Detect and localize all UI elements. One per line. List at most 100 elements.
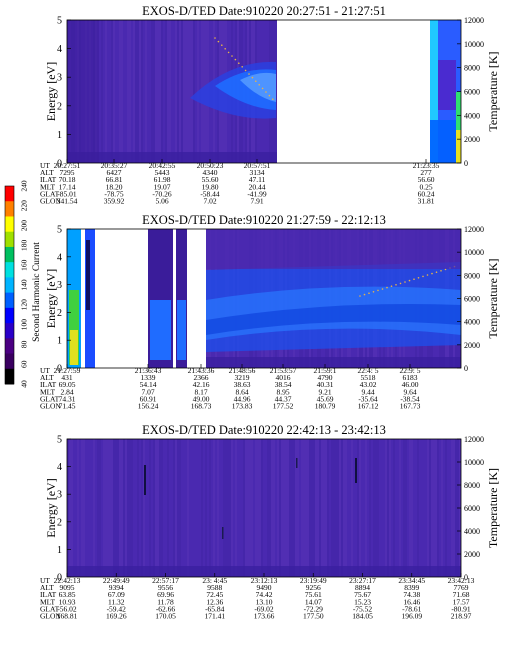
orbit-value: 47.11 <box>249 175 266 184</box>
orbit-value: 4340 <box>203 168 218 177</box>
orbit-row-label: UT <box>40 161 50 170</box>
orbit-value: 75.67 <box>354 590 371 599</box>
temperature-tick-label: 6000 <box>464 88 480 97</box>
orbit-value: 156.24 <box>138 402 159 411</box>
orbit-value: 7769 <box>454 583 469 592</box>
colorbar-segment <box>5 307 14 324</box>
orbit-value: 44.96 <box>234 394 251 403</box>
orbit-value: 23:27:17 <box>349 576 376 585</box>
orbit-value: 20:57:51 <box>244 161 271 170</box>
orbit-value: 70.18 <box>59 175 76 184</box>
orbit-value: -62.66 <box>156 604 176 613</box>
orbit-value: 40.31 <box>317 380 334 389</box>
orbit-value: 9095 <box>60 583 75 592</box>
orbit-value: 173.83 <box>232 402 253 411</box>
spectrogram-panel-2: EXOS-D/TED Date:910220 21:27:59 - 22:12:… <box>40 213 500 411</box>
orbit-value: 8.95 <box>276 387 289 396</box>
colorbar-tick-label: 60 <box>20 360 29 368</box>
orbit-value: 1339 <box>141 373 156 382</box>
orbit-value: 38.54 <box>275 380 292 389</box>
panel-title: EXOS-D/TED Date:910220 20:27:51 - 21:27:… <box>142 4 386 18</box>
colorbar-segment <box>5 338 14 355</box>
orbit-value: 3134 <box>250 168 265 177</box>
energy-tick-label: 2 <box>57 308 62 319</box>
orbit-value: 71.68 <box>453 590 470 599</box>
energy-tick-label: 3 <box>57 73 62 84</box>
orbit-value: 9.64 <box>403 387 416 396</box>
colorbar-segment <box>5 201 14 217</box>
orbit-value: -85.01 <box>57 189 77 198</box>
orbit-value: 5518 <box>361 373 376 382</box>
orbit-value: 10.93 <box>59 597 76 606</box>
orbit-value: 2366 <box>194 373 209 382</box>
orbit-value: -78.61 <box>402 604 422 613</box>
data-gap <box>95 229 148 368</box>
orbit-value: 4016 <box>276 373 291 382</box>
temperature-axis-label: Temperature [K] <box>486 258 500 338</box>
orbit-value: 22:49:49 <box>103 576 130 585</box>
orbit-value: 9.44 <box>361 387 374 396</box>
orbit-value: 21:23:35 <box>413 161 440 170</box>
orbit-value: 55.60 <box>202 175 219 184</box>
energy-axis-label: Energy [eV] <box>44 478 58 537</box>
colorbar-tick-label: 160 <box>20 259 29 271</box>
orbit-value: 169.26 <box>106 612 127 621</box>
orbit-row-label: ALT <box>40 583 54 592</box>
orbit-value: -35.64 <box>358 394 378 403</box>
orbit-value: 21:36:43 <box>135 366 162 375</box>
temperature-tick-label: 12000 <box>464 225 484 234</box>
colorbar-frame <box>4 185 15 385</box>
colorbar-label: Second Harmonic Current <box>32 242 42 342</box>
orbit-row-label: GLAT <box>40 189 60 198</box>
energy-tick-label: 0 <box>57 364 62 375</box>
energy-tick-label: 2 <box>57 517 62 528</box>
orbit-value: 277 <box>420 168 432 177</box>
orbit-value: 359.92 <box>104 197 125 206</box>
orbit-value: 177.52 <box>273 402 294 411</box>
orbit-value: 21:59:1 <box>314 366 337 375</box>
colorbar-tick-label: 140 <box>20 279 29 291</box>
orbit-value: 45.69 <box>317 394 334 403</box>
orbit-value: 74.42 <box>256 590 273 599</box>
orbit-value: 69.05 <box>59 380 76 389</box>
temperature-tick-label: 10000 <box>464 248 484 257</box>
orbit-value: 7.91 <box>250 197 263 206</box>
orbit-value: 21:43:36 <box>188 366 215 375</box>
energy-tick-label: 3 <box>57 280 62 291</box>
orbit-value: 54.14 <box>140 380 157 389</box>
colorbar-tick-label: 220 <box>20 200 29 212</box>
colorbar-segment <box>5 323 14 339</box>
orbit-value: 167.73 <box>400 402 421 411</box>
orbit-row-label: MLT <box>40 387 56 396</box>
orbit-row-label: GLON <box>40 197 61 206</box>
orbit-value: 74.38 <box>403 590 420 599</box>
orbit-value: 67.09 <box>108 590 125 599</box>
orbit-value: 431 <box>61 373 73 382</box>
orbit-value: 5.06 <box>155 197 168 206</box>
orbit-value: 20:27:51 <box>54 161 81 170</box>
orbit-value: 22:9: 5 <box>399 366 420 375</box>
orbit-row-label: UT <box>40 576 50 585</box>
orbit-value: 9588 <box>207 583 222 592</box>
colorbar-tick-label: 40 <box>20 380 29 388</box>
orbit-value: 20:42:55 <box>149 161 176 170</box>
data-gap <box>277 20 430 163</box>
panel-title: EXOS-D/TED Date:910220 21:27:59 - 22:12:… <box>142 213 386 227</box>
temperature-tick-label: 6000 <box>464 504 480 513</box>
colorbar-segment <box>5 277 14 294</box>
orbit-value: -38.54 <box>400 394 420 403</box>
energy-axis-label: Energy [eV] <box>44 62 58 121</box>
orbit-value: 56.60 <box>418 175 435 184</box>
orbit-value: 218.97 <box>451 612 472 621</box>
orbit-value: 75.61 <box>305 590 322 599</box>
colorbar-segment <box>5 246 14 263</box>
spectrogram-panel-1: EXOS-D/TED Date:910220 20:27:51 - 21:27:… <box>40 4 500 206</box>
energy-tick-label: 0 <box>57 159 62 170</box>
orbit-value: 180.79 <box>315 402 336 411</box>
orbit-value: 21:53:57 <box>270 366 297 375</box>
orbit-value: 17.14 <box>59 182 76 191</box>
orbit-value: 23:12:13 <box>251 576 278 585</box>
orbit-row-label: ILAT <box>40 175 57 184</box>
orbit-value: 19.07 <box>154 182 171 191</box>
temperature-tick-label: 4000 <box>464 527 480 536</box>
